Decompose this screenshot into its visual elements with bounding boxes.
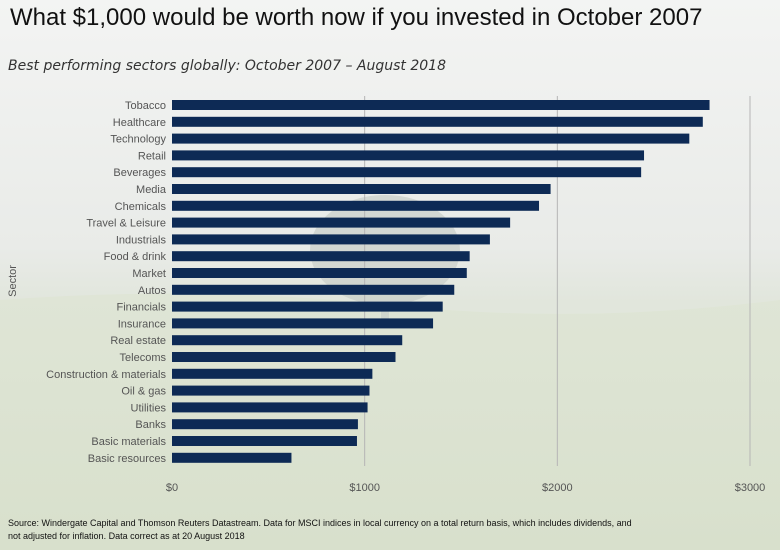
bar xyxy=(172,402,368,413)
bars xyxy=(172,100,710,463)
category-labels: Tobacco Healthcare Technology Retail Beverag… xyxy=(46,100,167,465)
category-label: Healthcare xyxy=(113,117,166,129)
category-label: Banks xyxy=(135,419,166,431)
category-label: Construction & materials xyxy=(46,369,166,381)
bar xyxy=(172,251,470,262)
x-tick-labels: $0 $1000 $2000 $3000 xyxy=(166,482,765,494)
bar xyxy=(172,268,467,278)
category-label: Technology xyxy=(110,134,166,146)
category-label: Retail xyxy=(138,150,166,162)
category-label: Financials xyxy=(116,302,166,314)
x-tick-label: $3000 xyxy=(735,482,766,494)
category-label: Basic materials xyxy=(91,436,166,448)
source-footnote: Source: Windergate Capital and Thomson R… xyxy=(8,517,776,543)
category-label: Beverages xyxy=(113,167,166,179)
category-label: Basic resources xyxy=(88,453,167,465)
footnote-line-2: not adjusted for inflation. Data correct… xyxy=(8,531,245,541)
category-label: Autos xyxy=(138,285,167,297)
bar xyxy=(172,318,434,329)
bar xyxy=(172,184,551,194)
bar xyxy=(172,284,455,295)
category-label: Industrials xyxy=(116,234,167,246)
bar xyxy=(172,368,373,379)
x-tick-label: $1000 xyxy=(349,482,380,494)
bar xyxy=(172,335,403,346)
bar xyxy=(172,385,370,396)
category-label: Food & drink xyxy=(104,251,167,263)
bar xyxy=(172,100,710,110)
category-label: Chemicals xyxy=(115,201,167,213)
category-label: Real estate xyxy=(110,335,166,347)
bar xyxy=(172,133,690,144)
bar xyxy=(172,167,642,178)
bar xyxy=(172,200,540,211)
category-label: Media xyxy=(136,184,167,196)
bar xyxy=(172,419,358,430)
bar xyxy=(172,116,703,127)
footnote-line-1: Source: Windergate Capital and Thomson R… xyxy=(8,518,632,528)
x-tick-label: $2000 xyxy=(542,482,573,494)
bar xyxy=(172,150,645,161)
x-tick-label: $0 xyxy=(166,482,178,494)
chart-subtitle: Best performing sectors globally: Octobe… xyxy=(8,58,446,74)
category-label: Utilities xyxy=(131,402,167,414)
category-label: Market xyxy=(132,268,166,280)
category-label: Travel & Leisure xyxy=(86,218,166,230)
category-label: Tobacco xyxy=(125,100,166,112)
bar xyxy=(172,217,511,228)
bar xyxy=(172,234,490,245)
category-label: Oil & gas xyxy=(121,386,166,398)
bar xyxy=(172,301,443,312)
category-label: Telecoms xyxy=(120,352,167,364)
category-label: Insurance xyxy=(118,318,166,330)
chart-title: What $1,000 would be worth now if you in… xyxy=(10,4,703,31)
bar xyxy=(172,352,396,362)
bar xyxy=(172,452,292,463)
y-axis-label: Sector xyxy=(7,265,19,297)
bar xyxy=(172,436,357,446)
